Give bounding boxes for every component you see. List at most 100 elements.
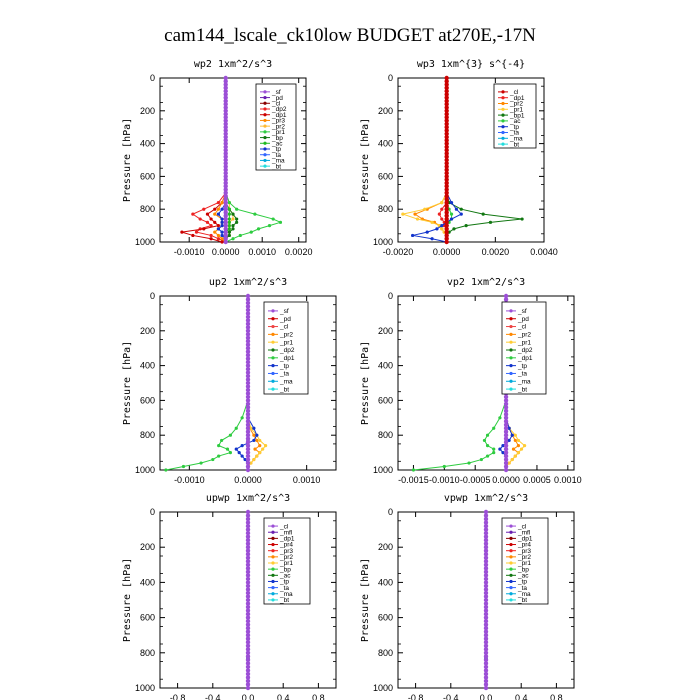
zero-marker: [223, 85, 228, 91]
zero-marker: [223, 174, 228, 179]
legend-label: _dp1: [509, 95, 525, 102]
zero-marker: [444, 147, 449, 153]
zero-marker: [245, 405, 251, 410]
x-tick-label: -0.0005: [460, 475, 491, 485]
legend-box: [263, 301, 309, 395]
zero-marker: [245, 304, 251, 309]
zero-marker: [483, 661, 489, 666]
zero-marker: [223, 236, 228, 241]
y-tick-label: 600: [140, 613, 155, 623]
zero-marker: [444, 193, 449, 199]
data-point: [464, 224, 468, 228]
legend-marker: [271, 348, 275, 352]
data-point: [449, 217, 454, 221]
zero-marker: [245, 387, 251, 393]
zero-marker: [245, 587, 251, 592]
legend-marker: [271, 324, 275, 329]
zero-marker: [245, 439, 251, 445]
legend-marker: [271, 555, 275, 559]
zero-marker: [503, 443, 509, 448]
zero-marker: [245, 576, 251, 582]
zero-marker: [245, 597, 251, 603]
data-point: [449, 212, 454, 216]
zero-marker: [245, 391, 251, 396]
y-tick-label: 800: [140, 204, 155, 214]
legend-marker: [271, 586, 275, 590]
series-line-pr2: [413, 78, 448, 242]
zero-marker: [223, 102, 228, 107]
data-point: [522, 444, 527, 448]
zero-marker: [444, 207, 449, 212]
legend-label: _bp: [279, 566, 291, 573]
zero-marker: [223, 138, 228, 143]
data-point: [415, 217, 420, 221]
data-point: [216, 224, 220, 228]
zero-marker: [245, 629, 251, 634]
zero-marker: [483, 671, 489, 677]
legend-label: _cl: [517, 523, 527, 530]
zero-marker: [245, 335, 251, 340]
zero-marker: [444, 125, 449, 130]
zero-marker: [223, 154, 228, 159]
zero-marker: [245, 559, 251, 564]
data-point: [209, 224, 213, 228]
data-point: [209, 233, 213, 238]
zero-marker: [444, 229, 449, 235]
zero-marker: [444, 184, 449, 189]
zero-marker: [245, 419, 251, 424]
data-point: [220, 224, 224, 228]
zero-marker: [245, 339, 251, 344]
zero-marker: [245, 363, 251, 368]
legend-marker: [271, 549, 275, 553]
legend-marker: [271, 598, 275, 602]
legend-marker: [509, 371, 513, 376]
zero-marker: [444, 75, 449, 81]
zero-marker: [223, 92, 228, 97]
legend-marker: [271, 332, 275, 336]
zero-marker: [503, 398, 509, 403]
zero-marker: [444, 210, 449, 215]
y-tick-label: 400: [140, 361, 155, 371]
y-tick-label: 200: [378, 542, 393, 552]
data-point: [217, 454, 221, 458]
x-tick-label: 0.0000: [234, 475, 262, 485]
zero-marker: [444, 138, 449, 143]
y-tick-label: 1000: [135, 683, 155, 693]
data-point: [198, 217, 202, 221]
y-tick-label: 0: [388, 291, 393, 301]
legend-marker: [509, 573, 513, 577]
legend-label: _tp: [509, 124, 519, 131]
zero-marker: [245, 625, 251, 631]
legend-label: _pr3: [279, 548, 293, 555]
data-point: [220, 201, 224, 205]
zero-marker: [245, 415, 251, 420]
legend-marker: [271, 542, 275, 547]
zero-marker: [245, 380, 251, 386]
data-point: [220, 237, 224, 241]
zero-marker: [245, 332, 251, 337]
legend-marker: [263, 90, 267, 94]
legend-marker: [271, 524, 275, 528]
zero-marker: [245, 643, 251, 648]
legend-label: _bt: [279, 597, 289, 604]
zero-marker: [245, 356, 251, 361]
zero-marker: [444, 82, 449, 87]
zero-marker: [223, 75, 228, 81]
legend-label: _pr2: [509, 101, 523, 108]
zero-marker: [223, 111, 228, 117]
x-tick-label: -0.0020: [383, 247, 414, 257]
data-point: [228, 433, 232, 437]
legend-label: _dp1: [271, 112, 287, 119]
legend-label: _bp: [271, 135, 283, 142]
legend: _sf_pd_cl_dp2_dp1_pr3_pr2_pr1_bp_ac_tp_t…: [255, 83, 297, 171]
y-tick-label: 400: [140, 577, 155, 587]
zero-marker: [245, 661, 251, 666]
legend-marker: [271, 567, 275, 571]
data-point: [411, 233, 415, 238]
data-point: [213, 207, 217, 211]
legend-marker: [501, 125, 505, 129]
zero-marker: [503, 422, 509, 427]
legend-marker: [271, 579, 275, 584]
legend-label: _bp1: [509, 112, 525, 119]
